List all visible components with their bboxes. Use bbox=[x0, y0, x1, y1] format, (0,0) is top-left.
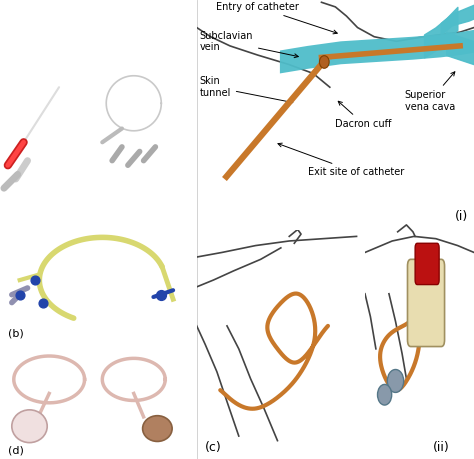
Point bbox=[157, 291, 165, 298]
Text: (a): (a) bbox=[8, 213, 24, 223]
Text: (ii): (ii) bbox=[433, 442, 450, 454]
Ellipse shape bbox=[143, 416, 172, 442]
Point bbox=[39, 299, 47, 306]
FancyBboxPatch shape bbox=[408, 259, 445, 347]
Ellipse shape bbox=[377, 384, 392, 405]
Point bbox=[16, 291, 23, 298]
Polygon shape bbox=[280, 30, 474, 73]
Text: (i): (i) bbox=[455, 210, 468, 223]
Text: Exit site of catheter: Exit site of catheter bbox=[278, 143, 404, 177]
Text: (d): (d) bbox=[8, 446, 24, 455]
FancyBboxPatch shape bbox=[415, 243, 439, 285]
Text: Skin
tunnel: Skin tunnel bbox=[200, 76, 293, 104]
Text: Entry of catheter: Entry of catheter bbox=[216, 2, 337, 34]
Text: Subclavian
vein: Subclavian vein bbox=[200, 30, 298, 58]
Ellipse shape bbox=[319, 56, 329, 68]
Point bbox=[32, 276, 39, 284]
Text: Superior
vena cava: Superior vena cava bbox=[405, 72, 455, 112]
Text: (b): (b) bbox=[8, 329, 24, 339]
Text: (c): (c) bbox=[205, 442, 222, 454]
Ellipse shape bbox=[12, 410, 47, 442]
Ellipse shape bbox=[387, 369, 404, 392]
Text: Dacron cuff: Dacron cuff bbox=[336, 101, 392, 129]
